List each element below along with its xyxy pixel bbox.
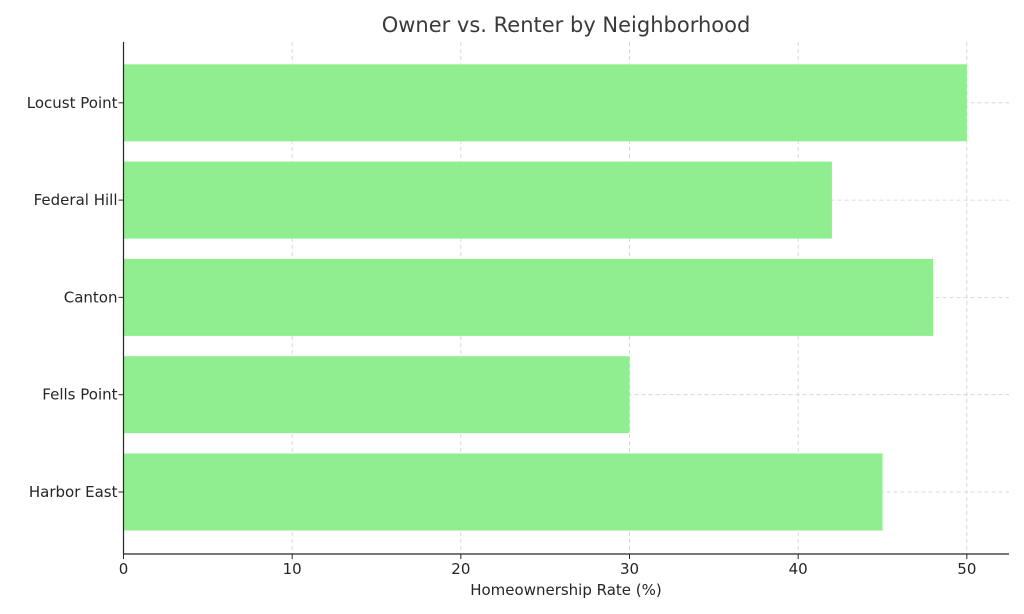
x-tick-label: 50: [957, 560, 976, 578]
y-tick-label: Fells Point: [42, 386, 117, 404]
bar-harbor-east: [123, 453, 883, 531]
x-tick-label: 40: [789, 560, 808, 578]
y-tick-label: Federal Hill: [34, 191, 118, 209]
axes: [122, 42, 1009, 555]
bar-fells-point: [123, 356, 630, 434]
bar-federal-hill: [123, 161, 832, 239]
bars: [123, 64, 967, 531]
x-axis-label: Homeownership Rate (%): [470, 581, 662, 599]
x-tick-label: 0: [119, 560, 129, 578]
x-tick-label: 30: [620, 560, 639, 578]
ticks: 0 10 20 30 40 50 Harbor East Fells Point Canton F…: [27, 94, 977, 578]
x-tick-label: 10: [283, 560, 302, 578]
y-tick-label: Locust Point: [27, 94, 118, 112]
y-tick-label: Harbor East: [29, 483, 118, 501]
bar-locust-point: [123, 64, 967, 142]
y-tick-label: Canton: [64, 288, 118, 306]
chart-title: Owner vs. Renter by Neighborhood: [382, 13, 751, 37]
bar-canton: [123, 258, 934, 336]
x-tick-label: 20: [451, 560, 470, 578]
